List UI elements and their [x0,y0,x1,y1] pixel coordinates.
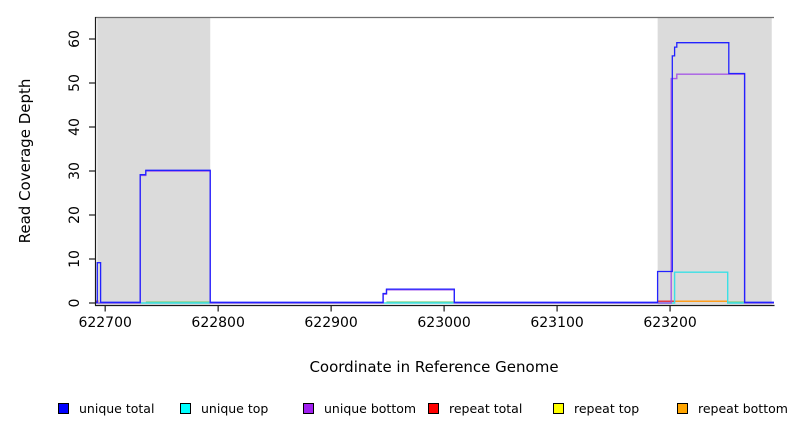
legend-item-repeat-bottom: repeat bottom [677,399,788,417]
legend-swatch-unique-bottom [303,402,314,414]
legend-swatch-repeat-top [553,402,564,414]
y-tick-label: 10 [67,250,83,268]
legend-item-unique-top: unique top [180,399,268,417]
x-tick-label: 622900 [304,315,357,331]
legend-swatch-unique-top [180,402,191,414]
legend-label: unique total [79,400,155,416]
tick-labels: 622700 622800 622900 623000 623100 623200 0 10 2… [67,30,697,331]
y-axis-title: Read Coverage Depth [16,79,34,244]
legend-item-repeat-top: repeat top [553,399,639,417]
y-tick-label: 50 [67,74,83,92]
legend-item-unique-total: unique total [58,399,154,417]
highlight-region-2 [657,17,772,305]
legend-label: unique top [201,400,269,416]
y-tick-label: 20 [67,206,83,224]
x-axis-title: Coordinate in Reference Genome [309,358,558,376]
legend-item-unique-bottom: unique bottom [303,399,416,417]
x-tick-label: 623200 [643,315,696,331]
legend-swatch-repeat-bottom [677,402,688,414]
y-tick-label: 40 [67,118,83,136]
x-tick-label: 622800 [191,315,244,331]
legend-swatch-unique-total [58,402,69,414]
legend-item-repeat-total: repeat total [428,399,522,417]
legend: unique total unique top unique bottom repea… [0,399,792,419]
series-lines [95,42,774,304]
legend-swatch-repeat-total [428,402,439,414]
y-tick-label: 0 [67,299,83,308]
legend-label: repeat top [574,400,640,416]
legend-label: repeat total [449,400,523,416]
y-tick-label: 60 [67,30,83,48]
highlight-regions [97,17,772,305]
y-tick-label: 30 [67,162,83,180]
x-tick-label: 623000 [417,315,470,331]
legend-label: unique bottom [324,400,417,416]
x-tick-label: 623100 [530,315,583,331]
series-unique-total-line [95,42,774,303]
x-tick-label: 622700 [78,315,131,331]
axes [89,16,775,312]
legend-label: repeat bottom [698,400,788,416]
highlight-region-1 [97,17,211,305]
